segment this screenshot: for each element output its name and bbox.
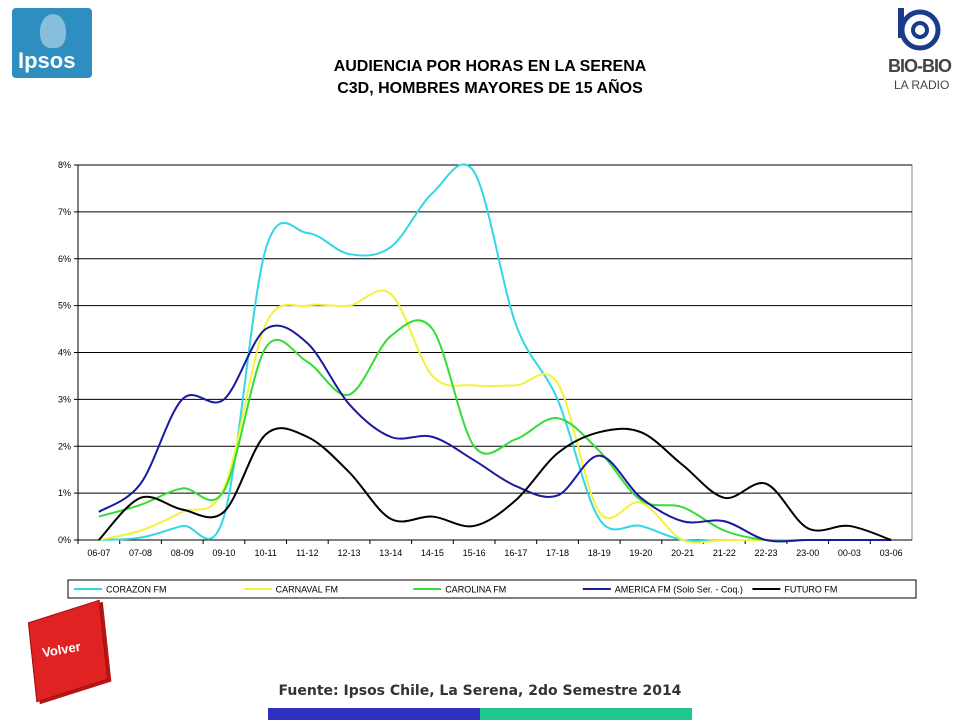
series-line-3: [98, 319, 892, 542]
biobio-logo-subtext: LA RADIO: [894, 78, 950, 92]
legend-label: CAROLINA FM: [445, 585, 506, 595]
chart-subtitle: C3D, HOMBRES MAYORES DE 15 AÑOS: [337, 80, 643, 97]
y-tick-label: 2%: [58, 441, 71, 451]
x-tick-label: 16-17: [504, 548, 527, 558]
series-line-4: [98, 324, 892, 543]
x-tick-label: 14-15: [421, 548, 444, 558]
y-tick-label: 8%: [58, 160, 71, 170]
ipsos-logo-text: Ipsos: [18, 48, 76, 73]
series-line-5: [98, 427, 892, 541]
biobio-logo: BIO-BIO LA RADIO: [884, 6, 954, 102]
y-tick-label: 7%: [58, 207, 71, 217]
legend-label: CARNAVAL FM: [276, 585, 338, 595]
series-line-2: [98, 289, 892, 544]
ipsos-logo: Ipsos: [12, 8, 92, 78]
x-tick-label: 20-21: [671, 548, 694, 558]
x-tick-label: 21-22: [713, 548, 736, 558]
legend-box: [67, 579, 917, 599]
x-tick-label: 07-08: [129, 548, 152, 558]
x-tick-label: 22-23: [755, 548, 778, 558]
footer-bar-blue: [268, 708, 480, 720]
x-tick-label: 08-09: [171, 548, 194, 558]
chart-title: AUDIENCIA POR HORAS EN LA SERENA: [333, 58, 647, 75]
y-tick-label: 1%: [58, 488, 71, 498]
legend-label: AMERICA FM (Solo Ser. - Coq.): [615, 585, 743, 595]
x-tick-label: 19-20: [629, 548, 652, 558]
y-tick-label: 5%: [58, 301, 71, 311]
x-tick-label: 09-10: [212, 548, 235, 558]
x-tick-label: 12-13: [338, 548, 361, 558]
y-tick-label: 4%: [58, 348, 71, 358]
x-tick-label: 00-03: [838, 548, 861, 558]
y-tick-label: 6%: [58, 254, 71, 264]
x-tick-label: 13-14: [379, 548, 402, 558]
x-tick-label: 17-18: [546, 548, 569, 558]
x-tick-label: 23-00: [796, 548, 819, 558]
x-tick-label: 03-06: [880, 548, 903, 558]
biobio-logo-text: BIO-BIO: [888, 56, 952, 76]
ipsos-logo-icon: [40, 14, 66, 48]
source-note: Fuente: Ipsos Chile, La Serena, 2do Seme…: [278, 683, 682, 699]
y-tick-label: 0%: [58, 535, 71, 545]
x-tick-label: 11-12: [296, 548, 318, 558]
legend-label: FUTURO FM: [784, 585, 837, 595]
x-tick-label: 06-07: [87, 548, 110, 558]
y-tick-label: 3%: [58, 394, 71, 404]
legend-label: CORAZON FM: [106, 585, 167, 595]
volver-button[interactable]: Volver: [22, 599, 114, 703]
x-tick-label: 15-16: [463, 548, 486, 558]
footer-bar-green: [480, 708, 692, 720]
x-tick-label: 18-19: [588, 548, 611, 558]
x-tick-label: 10-11: [254, 548, 276, 558]
biobio-logo-icon: [898, 8, 941, 51]
